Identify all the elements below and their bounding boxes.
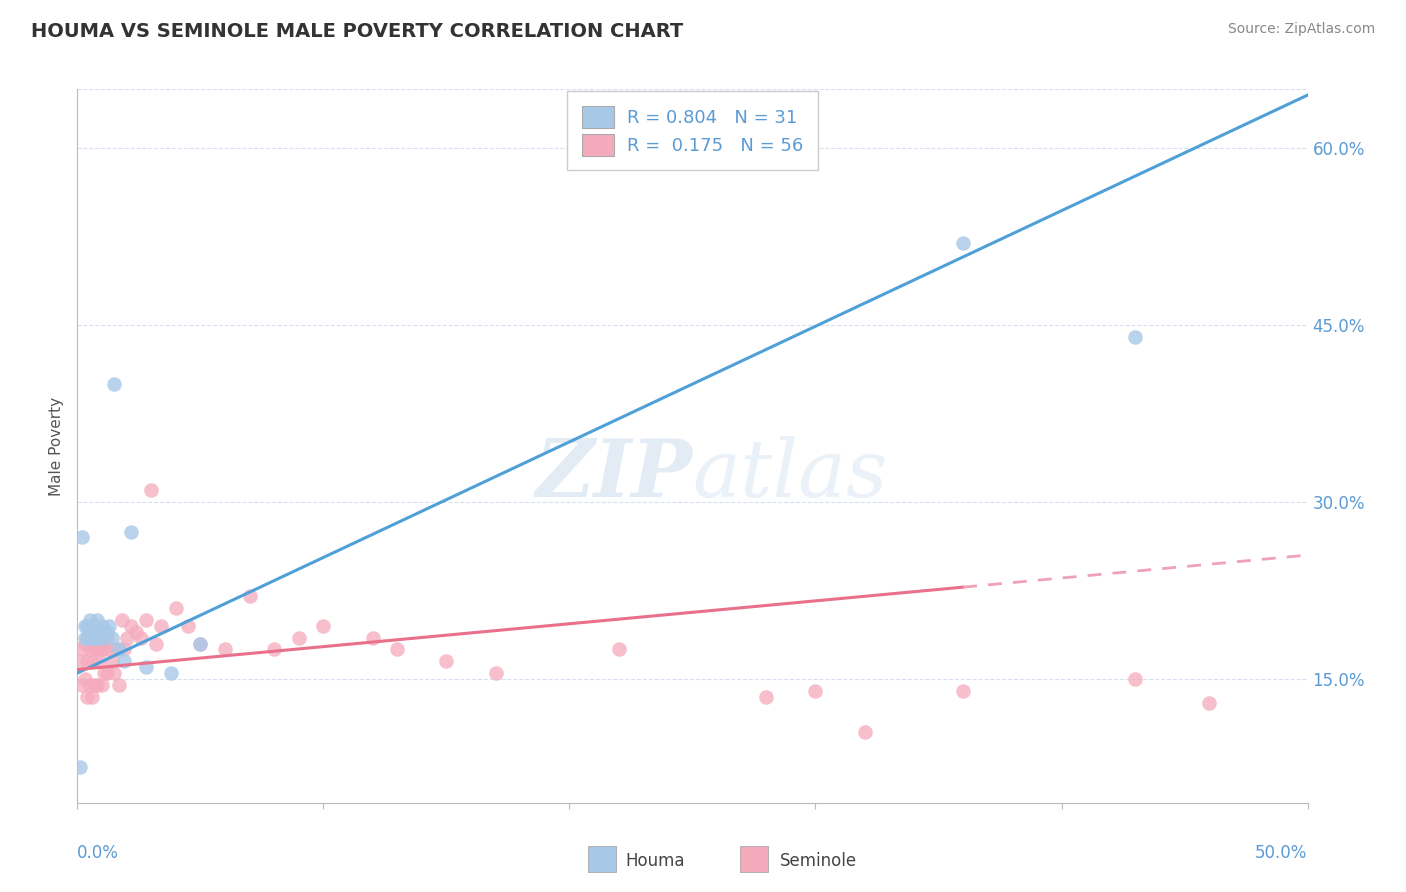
Point bbox=[239, 590, 262, 604]
Point bbox=[177, 619, 200, 633]
Point bbox=[312, 619, 335, 633]
Point bbox=[73, 631, 96, 645]
Point bbox=[105, 642, 128, 657]
Text: 50.0%: 50.0% bbox=[1256, 844, 1308, 862]
Point bbox=[89, 654, 111, 668]
Point bbox=[125, 624, 148, 639]
Point bbox=[135, 660, 157, 674]
Point bbox=[804, 683, 827, 698]
Point bbox=[83, 631, 105, 645]
Point bbox=[82, 619, 104, 633]
Point bbox=[263, 642, 285, 657]
Point bbox=[93, 624, 115, 639]
Point bbox=[190, 636, 212, 650]
Point bbox=[79, 678, 101, 692]
Point bbox=[82, 690, 104, 704]
Point bbox=[83, 642, 105, 657]
Point bbox=[98, 642, 121, 657]
Point bbox=[79, 613, 101, 627]
Point bbox=[96, 631, 118, 645]
Point bbox=[76, 631, 98, 645]
Point bbox=[83, 678, 105, 692]
Point bbox=[98, 619, 121, 633]
Point bbox=[86, 642, 108, 657]
Point bbox=[93, 642, 115, 657]
Text: 0.0%: 0.0% bbox=[77, 844, 120, 862]
Point bbox=[86, 678, 108, 692]
Point bbox=[90, 631, 114, 645]
Bar bbox=[740, 846, 768, 872]
Point bbox=[73, 636, 96, 650]
Point bbox=[165, 601, 187, 615]
Point bbox=[103, 377, 125, 392]
Point bbox=[73, 619, 96, 633]
Point bbox=[86, 613, 108, 627]
Point bbox=[436, 654, 458, 668]
Point bbox=[76, 690, 98, 704]
Point bbox=[82, 654, 104, 668]
Point bbox=[1125, 672, 1147, 686]
Point bbox=[853, 725, 876, 739]
Point bbox=[96, 624, 118, 639]
Point bbox=[145, 636, 167, 650]
Point bbox=[135, 613, 157, 627]
Point bbox=[93, 666, 115, 681]
Point bbox=[76, 654, 98, 668]
Point bbox=[79, 624, 101, 639]
Point bbox=[82, 631, 104, 645]
Text: HOUMA VS SEMINOLE MALE POVERTY CORRELATION CHART: HOUMA VS SEMINOLE MALE POVERTY CORRELATI… bbox=[31, 22, 683, 41]
Point bbox=[1198, 696, 1220, 710]
Point bbox=[160, 666, 183, 681]
Point bbox=[755, 690, 778, 704]
Point bbox=[103, 666, 125, 681]
Point bbox=[131, 631, 153, 645]
Point bbox=[69, 760, 91, 774]
Point bbox=[112, 642, 135, 657]
Y-axis label: Male Poverty: Male Poverty bbox=[49, 396, 65, 496]
Point bbox=[76, 619, 98, 633]
Point bbox=[89, 631, 111, 645]
Point bbox=[214, 642, 236, 657]
Bar bbox=[588, 846, 616, 872]
Point bbox=[485, 666, 508, 681]
Point bbox=[361, 631, 384, 645]
Text: atlas: atlas bbox=[693, 436, 887, 513]
Point bbox=[101, 654, 124, 668]
Point bbox=[141, 483, 163, 498]
Point bbox=[150, 619, 173, 633]
Point bbox=[115, 631, 138, 645]
Point bbox=[70, 530, 93, 544]
Point bbox=[190, 636, 212, 650]
Text: Source: ZipAtlas.com: Source: ZipAtlas.com bbox=[1227, 22, 1375, 37]
Point bbox=[89, 624, 111, 639]
Point bbox=[952, 235, 974, 250]
Point bbox=[121, 524, 143, 539]
Point bbox=[1125, 330, 1147, 344]
Text: Houma: Houma bbox=[626, 852, 685, 870]
Point bbox=[607, 642, 630, 657]
Point bbox=[288, 631, 311, 645]
Point bbox=[90, 619, 114, 633]
Point bbox=[121, 619, 143, 633]
Point bbox=[108, 678, 131, 692]
Point bbox=[112, 654, 135, 668]
Point bbox=[111, 613, 132, 627]
Point bbox=[70, 642, 93, 657]
Point bbox=[69, 654, 91, 668]
Point bbox=[96, 666, 118, 681]
Point bbox=[108, 642, 131, 657]
Point bbox=[83, 619, 105, 633]
Point bbox=[952, 683, 974, 698]
Text: Seminole: Seminole bbox=[780, 852, 858, 870]
Point bbox=[79, 642, 101, 657]
Point bbox=[86, 624, 108, 639]
Point bbox=[90, 642, 114, 657]
Text: ZIP: ZIP bbox=[536, 436, 693, 513]
Point bbox=[73, 672, 96, 686]
Point bbox=[101, 631, 124, 645]
Point bbox=[90, 678, 114, 692]
Legend: R = 0.804   N = 31, R =  0.175   N = 56: R = 0.804 N = 31, R = 0.175 N = 56 bbox=[567, 91, 818, 170]
Point bbox=[387, 642, 409, 657]
Point bbox=[70, 678, 93, 692]
